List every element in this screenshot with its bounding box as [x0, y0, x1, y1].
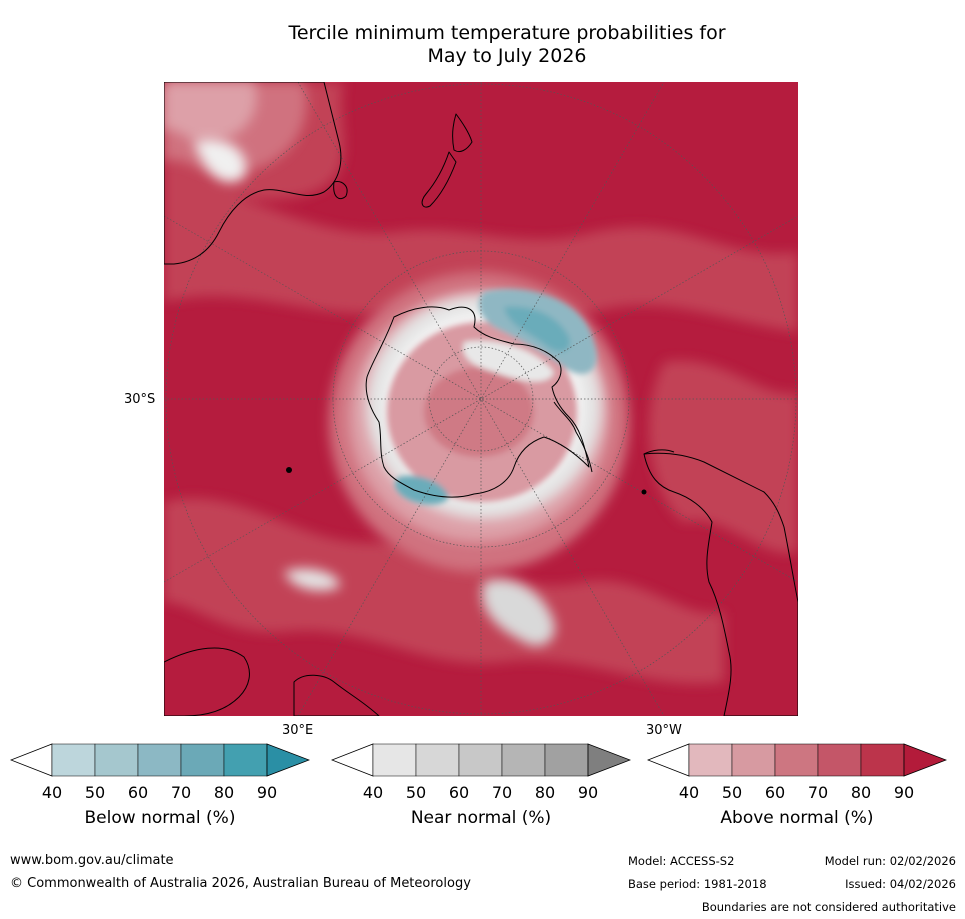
above-normal-band-north [164, 188, 798, 332]
colorbar-below-normal-title: Below normal (%) [84, 808, 236, 828]
map-title-line-1: Tercile minimum temperature probabilitie… [288, 22, 726, 44]
latitude-label-30s: 30°S [124, 392, 156, 407]
colorbar-below-swatch-4 [223, 743, 268, 777]
model-run-date: Model run: 02/02/2026 [824, 854, 956, 868]
colorbar-below-tick-5: 90 [256, 783, 278, 802]
colorbar-above-tick-0: 40 [678, 783, 700, 802]
longitude-label-30w: 30°W [646, 723, 682, 738]
website-link[interactable]: www.bom.gov.au/climate [10, 853, 174, 868]
colorbar-above-high-extend [903, 743, 947, 777]
colorbar-below-swatch-0 [51, 743, 96, 777]
near-normal-shelf [463, 340, 554, 382]
colorbar-near-high-extend [587, 743, 631, 777]
colorbar-above-normal-title: Above normal (%) [720, 808, 874, 828]
map-title-line-2: May to July 2026 [427, 45, 587, 67]
colorbar-above-swatch-4 [860, 743, 905, 777]
colorbar-below-swatch-1 [94, 743, 139, 777]
copyright-text: © Commonwealth of Australia 2026, Austra… [10, 876, 471, 891]
colorbar-above-tick-4: 80 [850, 783, 872, 802]
latitude-circle-outer [165, 83, 797, 715]
colorbar-above-swatch-3 [817, 743, 862, 777]
south-america-southern-tip [643, 449, 675, 455]
colorbar-above-swatch-2 [774, 743, 819, 777]
colorbar-near-swatch-4 [544, 743, 589, 777]
colorbar-above-tick-1: 50 [721, 783, 743, 802]
colorbar-above-swatch-0 [688, 743, 733, 777]
light-patch-far-northwest [164, 82, 257, 142]
colorbar-near-tick-4: 80 [534, 783, 556, 802]
island-marker-south-atlantic [286, 467, 292, 473]
colorbar-near-tick-0: 40 [362, 783, 384, 802]
antarctic-peninsula-coastline [553, 401, 593, 473]
colorbar-above-tick-3: 70 [807, 783, 829, 802]
antarctica-coastline [365, 306, 590, 498]
colorbar-above-normal-swatches [647, 743, 947, 777]
above-normal-band-east [649, 360, 798, 554]
colorbar-near-tick-5: 90 [577, 783, 599, 802]
colorbar-near-normal-title: Near normal (%) [410, 808, 552, 828]
above-normal-band-southwest [164, 498, 724, 684]
colorbar-near-swatch-1 [415, 743, 460, 777]
antarctic-interior-core [424, 367, 534, 457]
madagascar-coastline [293, 674, 380, 716]
colorbar-below-normal [10, 743, 310, 777]
colorbar-near-swatch-2 [458, 743, 503, 777]
tasmania-coastline [333, 181, 348, 200]
colorbar-below-normal-swatches [10, 743, 310, 777]
colorbar-below-tick-0: 40 [41, 783, 63, 802]
new-zealand-south-island [421, 151, 457, 208]
colorbar-near-normal-swatches [331, 743, 631, 777]
colorbar-below-high-extend [266, 743, 310, 777]
new-zealand-north-island [452, 113, 473, 153]
colorbar-below-tick-1: 50 [84, 783, 106, 802]
colorbar-below-swatch-3 [180, 743, 225, 777]
probability-map [164, 82, 798, 716]
colorbar-near-tick-1: 50 [405, 783, 427, 802]
meridian-line-diagonal-1 [164, 215, 798, 583]
colorbar-above-low-extend [647, 743, 690, 777]
south-america-coastline [643, 452, 798, 716]
below-normal-core-northeast [504, 306, 570, 352]
australia-coastline [164, 82, 342, 265]
colorbar-near-low-extend [331, 743, 374, 777]
colorbar-near-normal [331, 743, 631, 777]
meridian-line-diagonal-4 [297, 82, 665, 716]
model-name: Model: ACCESS-S2 [628, 854, 735, 868]
colorbar-below-low-extend [10, 743, 53, 777]
base-period: Base period: 1981-2018 [628, 877, 767, 891]
colorbar-below-tick-4: 80 [213, 783, 235, 802]
colorbar-below-tick-3: 70 [170, 783, 192, 802]
colorbar-above-tick-5: 90 [893, 783, 915, 802]
colorbar-below-tick-2: 60 [127, 783, 149, 802]
colorbar-above-swatch-1 [731, 743, 776, 777]
issued-date: Issued: 04/02/2026 [845, 877, 956, 891]
colorbar-near-swatch-0 [372, 743, 417, 777]
colorbar-above-normal [647, 743, 947, 777]
meridian-line-diagonal-3 [164, 215, 798, 583]
colorbar-below-swatch-2 [137, 743, 182, 777]
longitude-label-30e: 30°E [282, 723, 314, 738]
africa-coastline [164, 647, 250, 716]
island-marker-falklands [641, 489, 647, 495]
colorbar-near-tick-2: 60 [448, 783, 470, 802]
meridian-line-diagonal-2 [297, 82, 665, 716]
near-normal-patch-southwest [284, 568, 340, 591]
below-normal-patch-southwest [394, 475, 449, 505]
boundaries-disclaimer: Boundaries are not considered authoritat… [701, 900, 956, 914]
colorbar-near-tick-3: 70 [491, 783, 513, 802]
colorbar-near-swatch-3 [501, 743, 546, 777]
colorbar-above-tick-2: 60 [764, 783, 786, 802]
near-normal-patch-north [194, 139, 246, 183]
near-normal-patch-south [482, 579, 555, 646]
